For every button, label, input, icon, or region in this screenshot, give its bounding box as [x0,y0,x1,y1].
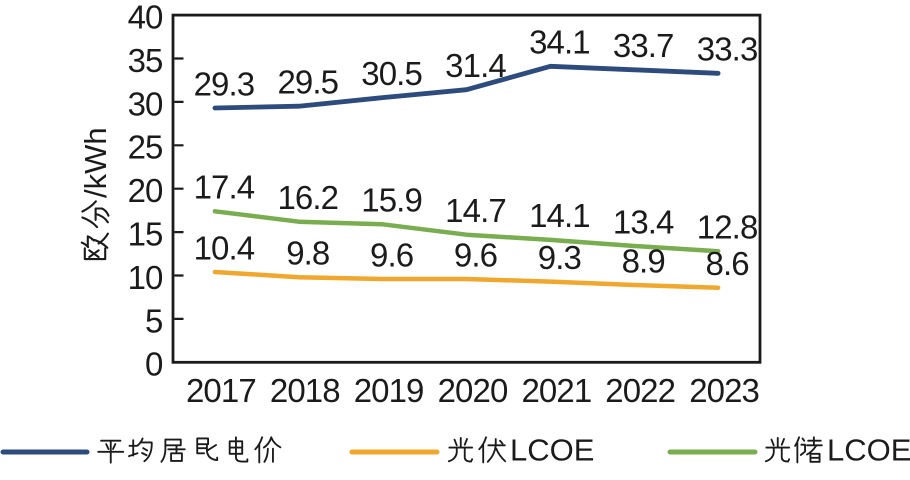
svg-text:30: 30 [128,85,163,122]
svg-text:2023: 2023 [689,372,759,409]
svg-text:2019: 2019 [354,372,424,409]
svg-text:/kWh: /kWh [78,127,113,198]
svg-text:40: 40 [128,0,163,36]
svg-text:35: 35 [128,42,163,79]
svg-text:34.1: 34.1 [529,24,590,61]
svg-text:LCOE: LCOE [827,433,910,468]
svg-text:9.8: 9.8 [286,235,329,272]
svg-text:31.4: 31.4 [445,47,506,84]
svg-text:LCOE: LCOE [510,433,594,468]
svg-text:33.3: 33.3 [697,31,758,68]
svg-text:14.1: 14.1 [529,197,590,234]
svg-text:33.7: 33.7 [613,27,674,64]
svg-text:17.4: 17.4 [194,169,255,206]
svg-text:10: 10 [128,259,163,296]
svg-text:13.4: 13.4 [613,203,674,240]
svg-text:20: 20 [128,172,163,209]
svg-text:9.6: 9.6 [454,236,497,273]
svg-text:30.5: 30.5 [361,55,422,92]
svg-text:16.2: 16.2 [277,179,338,216]
svg-text:2020: 2020 [438,372,508,409]
svg-text:15: 15 [128,216,163,253]
svg-text:10.4: 10.4 [194,229,255,266]
svg-text:12.8: 12.8 [697,209,758,246]
svg-text:5: 5 [145,302,162,339]
svg-text:29.3: 29.3 [194,65,255,102]
svg-text:2018: 2018 [270,372,340,409]
svg-text:9.6: 9.6 [370,236,413,273]
svg-text:9.3: 9.3 [538,239,581,276]
svg-text:8.6: 8.6 [706,245,749,282]
svg-text:14.7: 14.7 [445,192,506,229]
svg-text:8.9: 8.9 [622,242,665,279]
svg-text:25: 25 [128,129,163,166]
svg-text:2021: 2021 [521,372,591,409]
svg-text:15.9: 15.9 [361,182,422,219]
svg-text:2017: 2017 [186,372,256,409]
svg-text:2022: 2022 [605,372,675,409]
svg-text:29.5: 29.5 [277,64,338,101]
svg-text:0: 0 [145,346,163,383]
